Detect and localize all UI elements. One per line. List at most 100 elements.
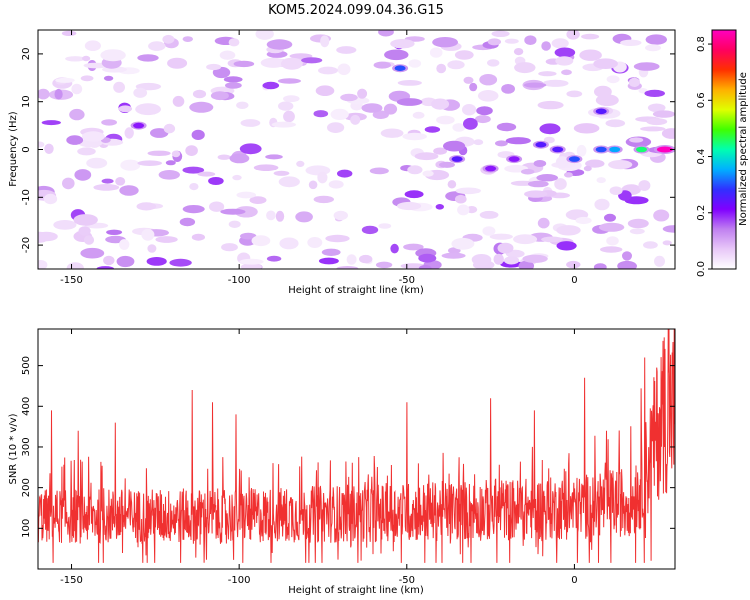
heatmap-cell — [541, 41, 551, 51]
heatmap-cell — [71, 83, 83, 95]
heatmap-cell — [403, 243, 424, 251]
y-tick-label: 0 — [21, 146, 32, 152]
heatmap-cell — [66, 135, 84, 145]
heatmap-cell — [479, 210, 499, 219]
heatmap-feature — [451, 156, 463, 162]
heatmap-cell — [265, 154, 283, 160]
heatmap-feature — [535, 141, 547, 148]
heatmap-cell — [225, 82, 242, 89]
heatmap-cell — [605, 119, 626, 128]
heatmap-cell — [431, 98, 450, 110]
heatmap-cell — [652, 110, 675, 118]
heatmap-cell — [462, 104, 477, 116]
heatmap-cell — [146, 257, 167, 266]
heatmap-cell — [118, 105, 133, 113]
heatmap-cell — [136, 202, 157, 211]
heatmap-cell — [566, 90, 583, 98]
heatmap-cell — [555, 156, 569, 169]
heatmap-cell — [266, 210, 276, 221]
heatmap-cell — [43, 193, 58, 205]
heatmap-cell — [281, 57, 303, 70]
y-tick-label: -10 — [21, 189, 32, 205]
heatmap-cell — [240, 119, 261, 127]
heatmap-cell — [435, 204, 444, 210]
heatmap-cell — [185, 145, 198, 157]
heatmap-cell — [439, 161, 455, 168]
heatmap-cell — [38, 88, 50, 100]
heatmap-cell — [249, 196, 267, 205]
heatmap-cell — [523, 82, 547, 88]
heatmap-cell — [543, 136, 555, 144]
heatmap-cell — [496, 122, 517, 132]
heatmap-cell — [106, 229, 123, 235]
heatmap-cell — [116, 255, 135, 268]
heatmap-cell — [608, 160, 633, 170]
heatmap-cell — [150, 128, 169, 138]
heatmap-feature — [133, 122, 145, 129]
heatmap-cell — [100, 49, 126, 62]
heatmap-cell — [595, 94, 619, 107]
heatmap-cell — [233, 60, 255, 68]
heatmap-cell — [55, 77, 75, 83]
heatmap-cell — [521, 168, 535, 175]
heatmap-cell — [457, 204, 470, 216]
heatmap-cell — [361, 103, 383, 113]
heatmap-cell — [271, 121, 296, 128]
heatmap-cell — [262, 81, 280, 90]
heatmap-cell — [81, 131, 105, 142]
heatmap-cell — [167, 57, 188, 69]
heatmap-cell — [447, 180, 457, 189]
heatmap-cell — [66, 262, 84, 269]
heatmap-cell — [396, 98, 423, 106]
heatmap-cell — [576, 144, 587, 157]
heatmap-cell — [206, 63, 222, 71]
heatmap-cell — [404, 190, 424, 199]
heatmap-cell — [397, 201, 422, 211]
heatmap-cell — [119, 239, 130, 250]
snr-plot-area — [38, 329, 675, 569]
heatmap-cell — [169, 258, 192, 267]
heatmap-cell — [629, 137, 644, 143]
colorbar-tick-label: 0.2 — [696, 205, 707, 221]
heatmap-cell — [397, 80, 422, 86]
heatmap-cell — [38, 260, 48, 269]
heatmap-cell — [253, 164, 279, 171]
heatmap-cell — [350, 114, 361, 125]
heatmap-cell — [585, 159, 605, 168]
heatmap-cell — [633, 62, 660, 71]
heatmap-cell — [220, 208, 246, 215]
x-tick-label: -100 — [228, 275, 251, 286]
heatmap-cell — [600, 246, 623, 253]
heatmap-cell — [53, 220, 77, 230]
heatmap-cell — [609, 186, 623, 195]
heatmap-cell — [266, 255, 282, 262]
heatmap-cell — [378, 30, 394, 37]
heatmap-cell — [644, 89, 665, 97]
heatmap-cell — [78, 226, 91, 236]
y-tick-label: 200 — [21, 478, 32, 497]
heatmap-cell — [38, 141, 45, 148]
heatmap-cell — [384, 49, 409, 61]
x-tick-label: -100 — [228, 575, 251, 586]
heatmap-cell — [318, 257, 339, 265]
heatmap-cell — [489, 233, 513, 240]
heatmap-cell — [661, 128, 675, 139]
heatmap-cell — [402, 132, 428, 141]
heatmap-cell — [120, 159, 141, 171]
heatmap-cell — [575, 216, 592, 225]
y-tick-label: 400 — [21, 397, 32, 416]
heatmap-cell — [422, 170, 434, 177]
heatmap-cell — [73, 214, 98, 226]
heatmap-cell — [408, 59, 422, 68]
heatmap-cell — [513, 48, 524, 56]
heatmap-cell — [182, 166, 205, 174]
heatmap-feature — [552, 146, 564, 153]
heatmap-cell — [283, 95, 300, 103]
heatmap-cell — [504, 256, 520, 265]
heatmap-cell — [533, 160, 547, 167]
heatmap-cell — [236, 191, 256, 199]
heatmap-cell — [646, 118, 668, 126]
heatmap-cell — [487, 38, 501, 46]
heatmap-cell — [447, 60, 465, 70]
heatmap-cell — [84, 40, 101, 51]
